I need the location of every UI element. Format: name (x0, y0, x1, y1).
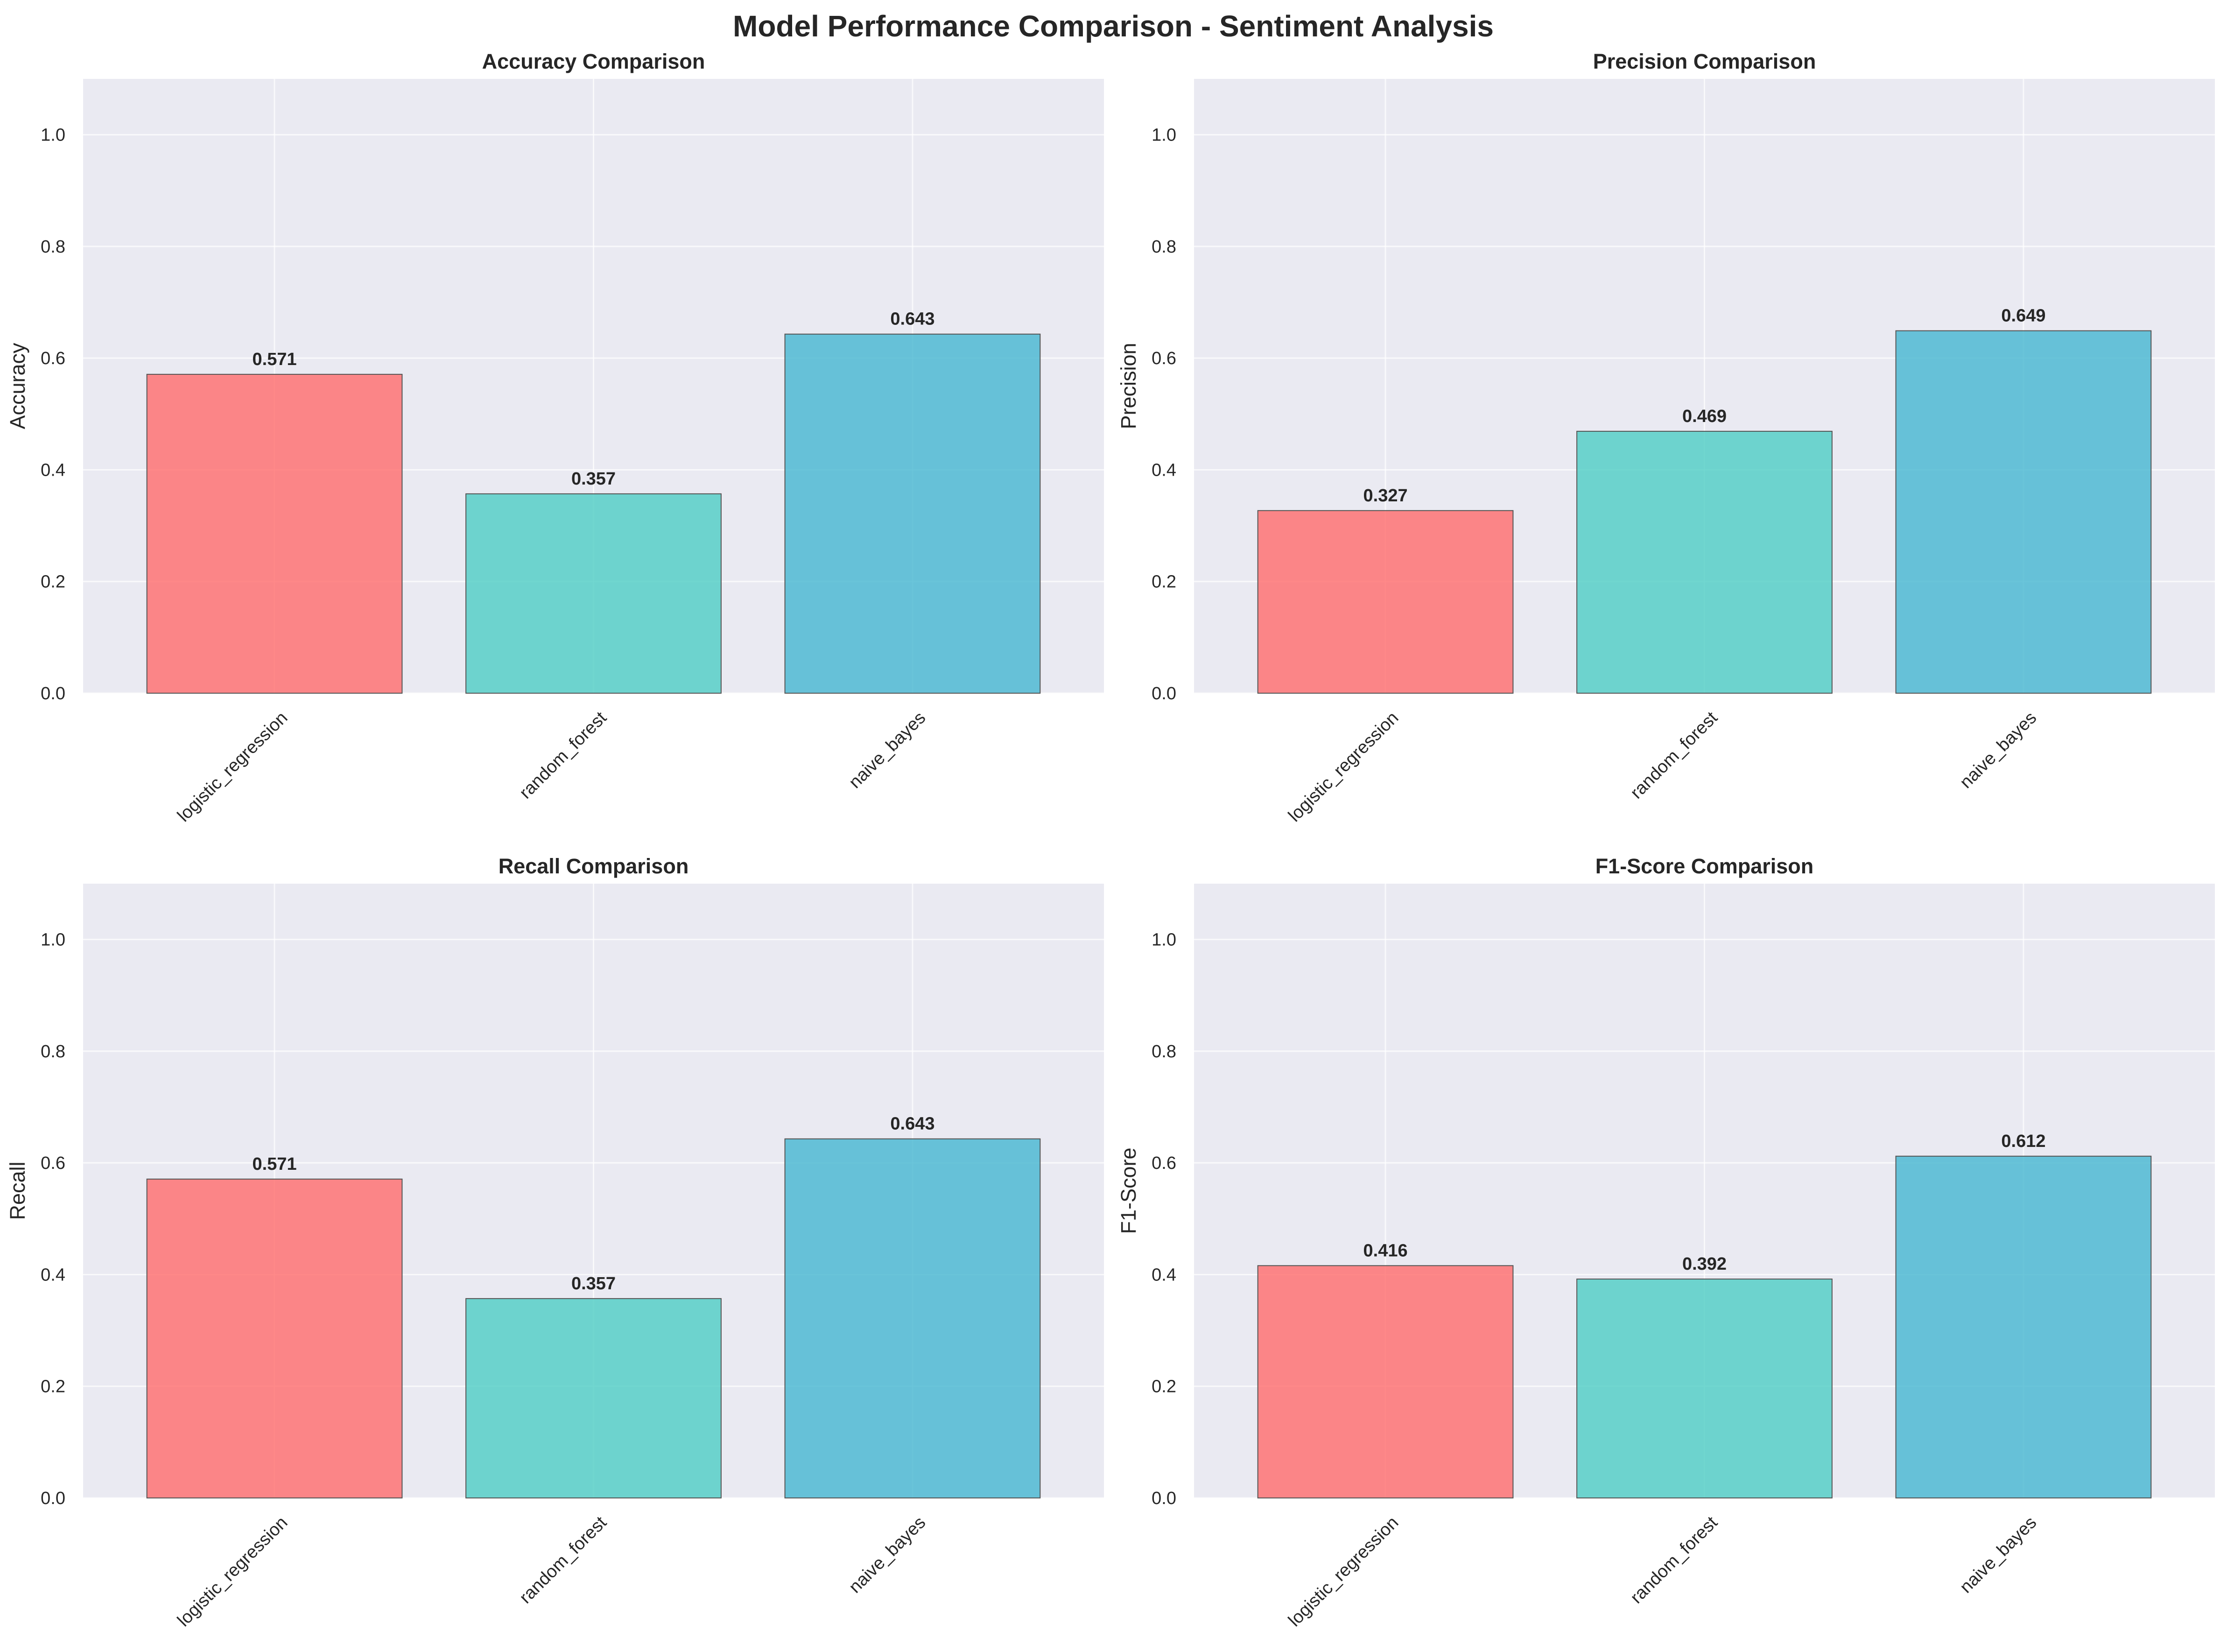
subplot-title: Recall Comparison (499, 854, 689, 878)
y-tick-label: 0.0 (1152, 684, 1176, 703)
subplot-recall: 0.00.20.40.60.81.00.571logistic_regressi… (6, 854, 1104, 1631)
value-label: 0.643 (890, 309, 934, 329)
subplot-title: Precision Comparison (1593, 49, 1816, 73)
value-label: 0.392 (1682, 1254, 1727, 1274)
value-label: 0.357 (571, 1274, 616, 1293)
subplot-title: F1-Score Comparison (1595, 854, 1814, 878)
bar-random-forest (465, 493, 722, 694)
y-tick-label: 0.4 (41, 1265, 65, 1285)
bar-random-forest (465, 1298, 722, 1498)
y-tick-label: 1.0 (41, 930, 65, 950)
bar-random-forest (1576, 430, 1833, 694)
y-tick-label: 0.2 (41, 572, 65, 592)
bar-naive-bayes (784, 1138, 1041, 1499)
y-tick-label: 0.8 (41, 1042, 65, 1061)
y-tick-label: 1.0 (41, 126, 65, 145)
value-label: 0.571 (253, 350, 297, 369)
y-tick-label: 0.0 (41, 684, 65, 703)
subplot-f1-score: 0.00.20.40.60.81.00.416logistic_regressi… (1117, 854, 2215, 1631)
value-label: 0.469 (1682, 407, 1727, 426)
figure-title: Model Performance Comparison - Sentiment… (733, 9, 1494, 43)
y-tick-label: 0.2 (1152, 1377, 1176, 1397)
subplot-accuracy: 0.00.20.40.60.81.00.571logistic_regressi… (6, 49, 1104, 826)
value-label: 0.416 (1363, 1241, 1408, 1260)
value-label: 0.571 (253, 1154, 297, 1174)
value-label: 0.612 (2001, 1132, 2045, 1151)
subplot-grid: 0.00.20.40.60.81.00.571logistic_regressi… (6, 49, 2215, 1631)
y-tick-label: 0.8 (1152, 1042, 1176, 1061)
value-label: 0.327 (1363, 486, 1408, 506)
y-axis-label: Recall (6, 1161, 29, 1220)
y-tick-label: 0.2 (41, 1377, 65, 1397)
y-tick-label: 0.0 (1152, 1489, 1176, 1508)
y-tick-label: 0.2 (1152, 572, 1176, 592)
y-tick-label: 1.0 (1152, 930, 1176, 950)
bar-logistic-regression (1257, 1265, 1514, 1499)
y-tick-label: 0.0 (41, 1489, 65, 1508)
value-label: 0.649 (2001, 306, 2045, 326)
y-axis-label: F1-Score (1117, 1147, 1140, 1234)
bar-random-forest (1576, 1279, 1833, 1498)
bar-logistic-regression (146, 373, 403, 694)
bar-naive-bayes (784, 333, 1041, 694)
bar-naive-bayes (1895, 330, 2152, 694)
y-tick-label: 1.0 (1152, 126, 1176, 145)
value-label: 0.357 (571, 469, 616, 489)
y-tick-label: 0.6 (41, 349, 65, 368)
y-axis-label: Precision (1117, 343, 1140, 429)
y-tick-label: 0.4 (1152, 460, 1176, 480)
y-axis-label: Accuracy (6, 343, 29, 429)
y-tick-label: 0.6 (1152, 349, 1176, 368)
bar-naive-bayes (1895, 1155, 2152, 1498)
y-tick-label: 0.6 (1152, 1153, 1176, 1173)
value-label: 0.643 (890, 1114, 934, 1134)
y-tick-label: 0.6 (41, 1153, 65, 1173)
y-tick-label: 0.4 (41, 460, 65, 480)
y-tick-label: 0.8 (41, 237, 65, 257)
subplot-title: Accuracy Comparison (482, 49, 705, 73)
y-tick-label: 0.4 (1152, 1265, 1176, 1285)
bar-logistic-regression (1257, 510, 1514, 694)
bar-logistic-regression (146, 1178, 403, 1499)
y-tick-label: 0.8 (1152, 237, 1176, 257)
